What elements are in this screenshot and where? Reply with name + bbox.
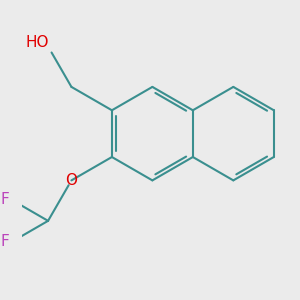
Text: F: F bbox=[1, 192, 9, 207]
Text: F: F bbox=[1, 234, 9, 249]
Text: O: O bbox=[65, 173, 77, 188]
Text: HO: HO bbox=[26, 35, 49, 50]
